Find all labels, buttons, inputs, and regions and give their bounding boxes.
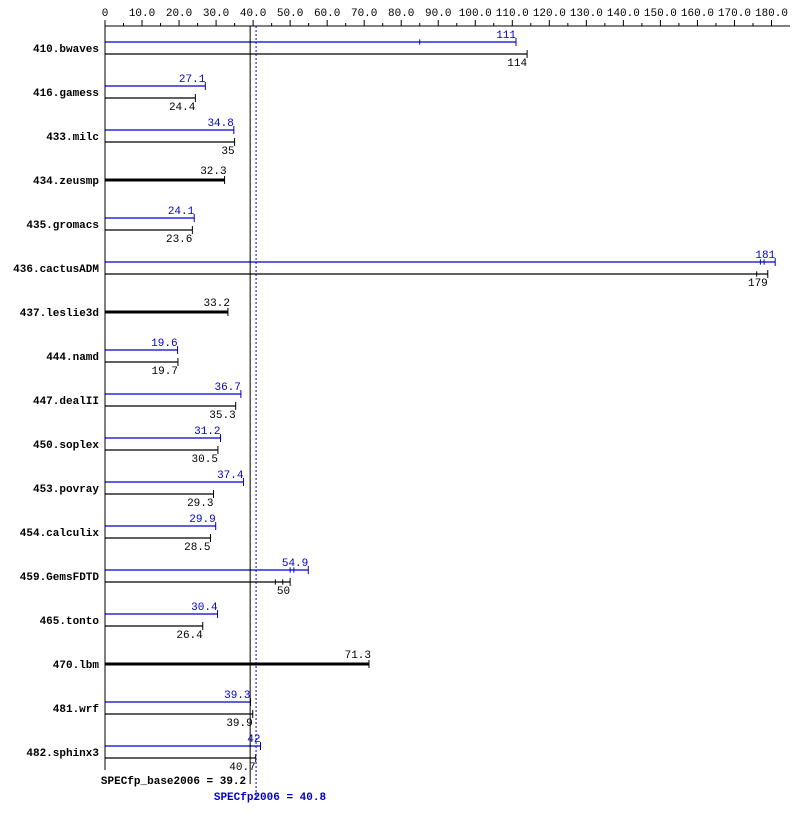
base-value-label: 179 — [748, 278, 768, 290]
peak-value-label: 30.4 — [191, 602, 218, 614]
base-value-label: 28.5 — [184, 542, 210, 554]
benchmark-label: 434.zeusmp — [33, 176, 99, 188]
base-value-label: 29.3 — [187, 498, 213, 510]
peak-value-label: 36.7 — [214, 382, 240, 394]
x-axis-tick-label: 0 — [102, 8, 109, 20]
x-axis-tick-label: 120.0 — [533, 8, 566, 20]
benchmark-label: 450.soplex — [33, 440, 99, 452]
benchmark-label: 481.wrf — [53, 704, 100, 716]
benchmark-label: 447.dealII — [33, 396, 99, 408]
benchmark-label: 482.sphinx3 — [26, 748, 99, 760]
base-value-label: 114 — [507, 58, 527, 70]
x-axis-tick-label: 60.0 — [314, 8, 340, 20]
x-axis-tick-label: 100.0 — [459, 8, 492, 20]
base-value-label: 26.4 — [176, 630, 203, 642]
peak-value-label: 19.6 — [151, 338, 177, 350]
x-axis-tick-label: 80.0 — [388, 8, 414, 20]
benchmark-label: 433.milc — [46, 132, 99, 144]
x-axis-tick-label: 160.0 — [681, 8, 714, 20]
benchmark-label: 459.GemsFDTD — [20, 572, 100, 584]
x-axis-tick-label: 170.0 — [718, 8, 751, 20]
base-value-label: 35.3 — [209, 410, 235, 422]
x-axis-tick-label: 50.0 — [277, 8, 303, 20]
x-axis-tick-label: 20.0 — [166, 8, 192, 20]
peak-summary-label: SPECfp2006 = 40.8 — [214, 792, 327, 804]
benchmark-label: 453.povray — [33, 484, 99, 496]
benchmark-label: 444.namd — [46, 352, 99, 364]
x-axis-tick-label: 130.0 — [570, 8, 603, 20]
peak-value-label: 29.9 — [189, 514, 215, 526]
spec-benchmark-chart: 0 10.0 20.0 30.0 40.0 50.0 60.0 70.0 80.0 90.0 100… — [0, 0, 799, 831]
peak-value-label: 42 — [247, 734, 260, 746]
base-value-label: 23.6 — [166, 234, 192, 246]
base-value-label: 24.4 — [169, 102, 196, 114]
benchmark-label: 437.leslie3d — [20, 308, 99, 320]
base-value-label: 35 — [221, 146, 234, 158]
base-value-label: 19.7 — [152, 366, 178, 378]
benchmark-label: 470.lbm — [53, 660, 100, 672]
peak-value-label: 111 — [496, 30, 516, 42]
x-axis-tick-label: 140.0 — [607, 8, 640, 20]
peak-value-label: 34.8 — [207, 118, 233, 130]
peak-value-label: 181 — [755, 250, 775, 262]
x-axis-tick-label: 90.0 — [425, 8, 451, 20]
x-axis-tick-label: 180.0 — [755, 8, 788, 20]
peak-value-label: 37.4 — [217, 470, 244, 482]
x-axis-tick-label: 30.0 — [203, 8, 229, 20]
benchmark-label: 436.cactusADM — [13, 264, 99, 276]
x-axis-tick-label: 40.0 — [240, 8, 266, 20]
x-axis-tick-label: 70.0 — [351, 8, 377, 20]
peak-value-label: 24.1 — [168, 206, 195, 218]
base-summary-label: SPECfp_base2006 = 39.2 — [101, 776, 246, 788]
peak-value-label: 39.3 — [224, 690, 250, 702]
benchmark-label: 410.bwaves — [33, 44, 99, 56]
peak-value-label: 31.2 — [194, 426, 220, 438]
base-value-label: 39.9 — [226, 718, 252, 730]
base-value-label: 40.7 — [229, 762, 255, 774]
base-value-label: 32.3 — [200, 166, 226, 178]
x-axis-tick-label: 150.0 — [644, 8, 677, 20]
x-axis-tick-label: 10.0 — [129, 8, 155, 20]
base-value-label: 71.3 — [345, 650, 371, 662]
benchmark-label: 435.gromacs — [26, 220, 99, 232]
peak-value-label: 54.9 — [282, 558, 308, 570]
x-axis-tick-label: 110.0 — [496, 8, 529, 20]
base-value-label: 33.2 — [204, 298, 230, 310]
peak-value-label: 27.1 — [179, 74, 206, 86]
base-value-label: 50 — [277, 586, 290, 598]
benchmark-label: 454.calculix — [20, 528, 100, 540]
base-value-label: 30.5 — [192, 454, 218, 466]
benchmark-label: 465.tonto — [40, 616, 100, 628]
benchmark-label: 416.gamess — [33, 88, 99, 100]
